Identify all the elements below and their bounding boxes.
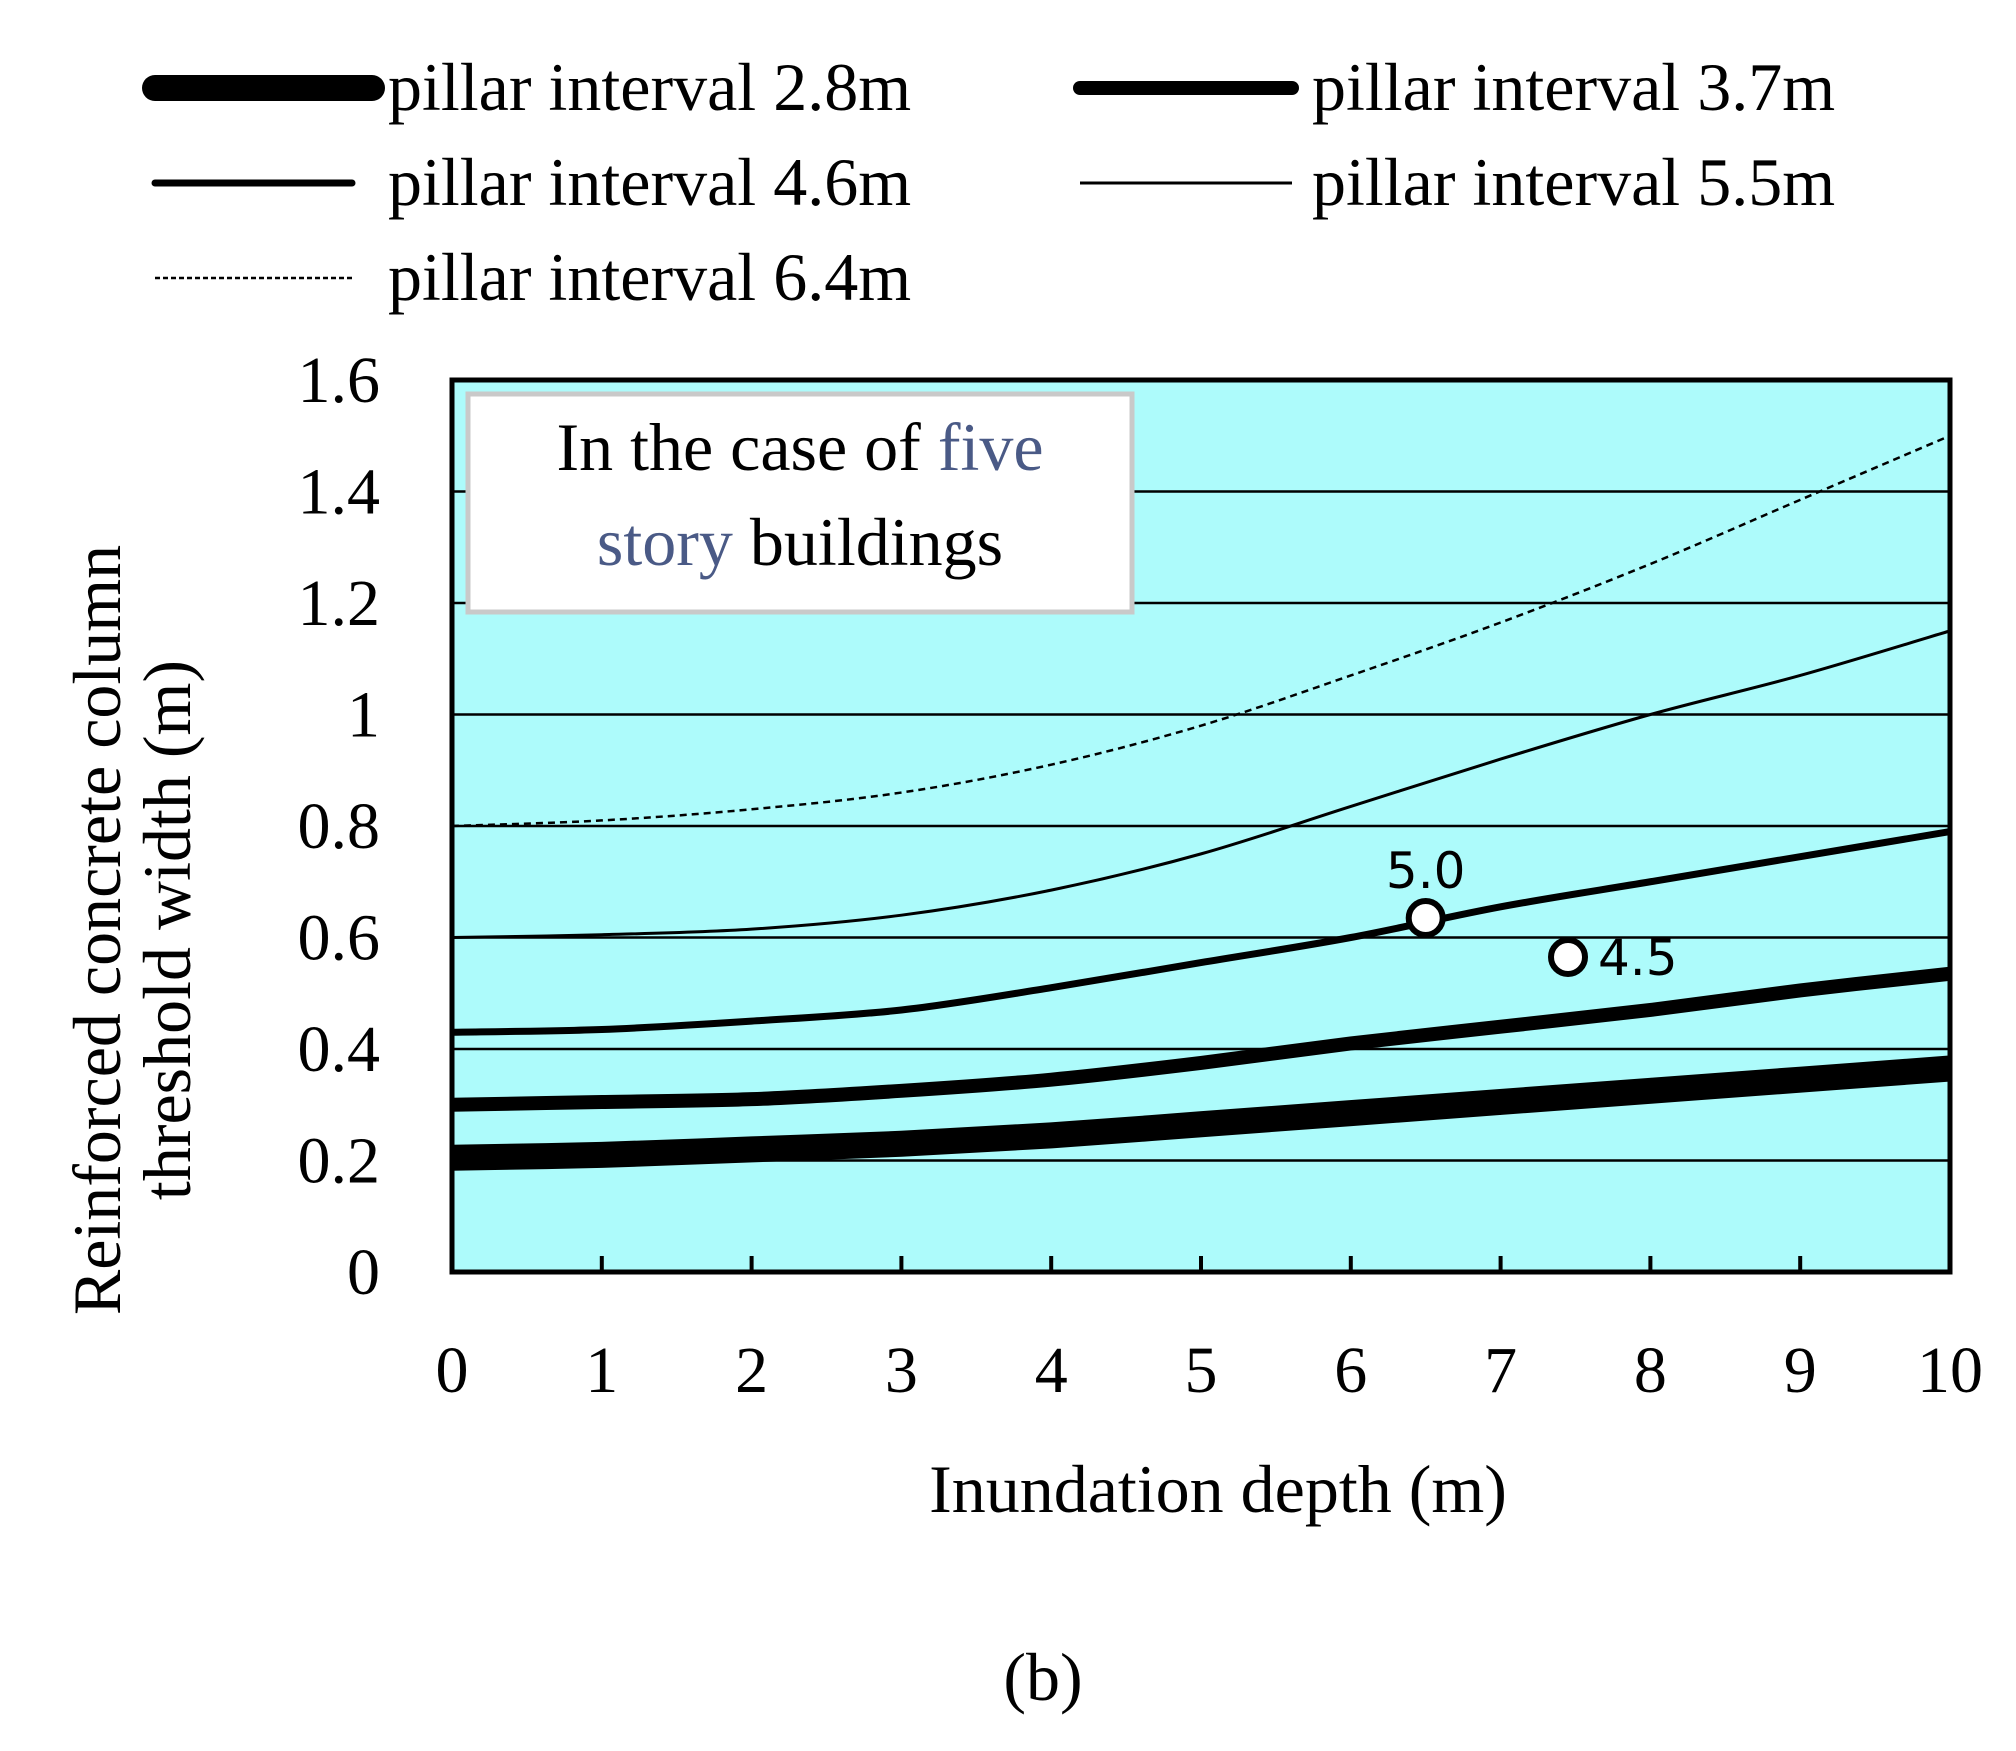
x-tick-label-2: 2 <box>735 1334 768 1407</box>
y-tick-label-4: 0.8 <box>298 790 381 863</box>
figure-caption: (b) <box>1003 1639 1082 1715</box>
x-axis-title: Inundation depth (m) <box>929 1451 1507 1527</box>
y-tick-label-8: 1.6 <box>298 344 381 417</box>
y-tick-label-3: 0.6 <box>298 902 381 975</box>
legend-label-4: pillar interval 5.5m <box>1312 144 1835 220</box>
y-tick-label-2: 0.4 <box>298 1013 381 1086</box>
x-tick-label-6: 6 <box>1334 1334 1367 1407</box>
series-line-3 <box>451 828 1951 1036</box>
series-line-4 <box>451 629 1951 939</box>
legend-label-3: pillar interval 4.6m <box>388 144 911 220</box>
y-tick-label-6: 1.2 <box>298 567 381 640</box>
x-tick-label-10: 10 <box>1917 1334 1983 1407</box>
x-tick-label-1: 1 <box>585 1334 618 1407</box>
annotation-line-2: story buildings <box>597 504 1003 580</box>
x-tick-label-7: 7 <box>1484 1334 1517 1407</box>
y-axis-title-line-1: Reinforced concrete column <box>59 545 135 1315</box>
legend: pillar interval 2.8m pillar interval 3.7m… <box>142 49 1835 315</box>
data-point-1 <box>1405 897 1446 938</box>
series-layer <box>451 434 1951 1171</box>
x-tick-label-8: 8 <box>1634 1334 1667 1407</box>
y-axis-title: Reinforced concrete column threshold wid… <box>59 545 205 1315</box>
y-axis-title-line-2: threshold width (m) <box>129 660 205 1200</box>
y-tick-label-1: 0.2 <box>298 1125 381 1198</box>
annotation-box: In the case of five story buildings <box>465 391 1135 615</box>
data-point-label-1: 5.0 <box>1386 842 1466 900</box>
annotation-text-link-five: five <box>938 409 1044 485</box>
annotation-line-1: In the case of five <box>556 409 1043 485</box>
data-point-2 <box>1548 937 1589 978</box>
y-ticks: 0 0.2 0.4 0.6 0.8 1 1.2 1.4 1.6 <box>298 344 381 1309</box>
annotation-text-plain-1: In the case of <box>556 409 937 485</box>
x-tick-label-0: 0 <box>436 1334 469 1407</box>
legend-label-5: pillar interval 6.4m <box>388 239 911 315</box>
annotation-box-frame <box>465 391 1135 615</box>
x-ticks: 0 1 2 3 4 5 6 7 8 9 10 <box>436 1256 1983 1407</box>
x-tick-label-4: 4 <box>1035 1334 1068 1407</box>
annotation-text-plain-2: buildings <box>733 504 1003 580</box>
series-line-1 <box>451 1055 1951 1171</box>
legend-label-1: pillar interval 2.8m <box>388 49 911 125</box>
points-layer: 5.0 4.5 <box>1386 842 1678 987</box>
y-tick-label-0: 0 <box>347 1236 380 1309</box>
y-tick-label-7: 1.4 <box>298 456 381 529</box>
series-line-5 <box>451 434 1951 828</box>
annotation-text-link-story: story <box>597 504 733 580</box>
x-tick-label-3: 3 <box>885 1334 918 1407</box>
y-tick-label-5: 1 <box>347 679 380 752</box>
legend-label-2: pillar interval 3.7m <box>1312 49 1835 125</box>
x-tick-label-9: 9 <box>1784 1334 1817 1407</box>
x-tick-label-5: 5 <box>1185 1334 1218 1407</box>
data-point-label-2: 4.5 <box>1598 929 1678 987</box>
series-line-2 <box>451 966 1951 1112</box>
